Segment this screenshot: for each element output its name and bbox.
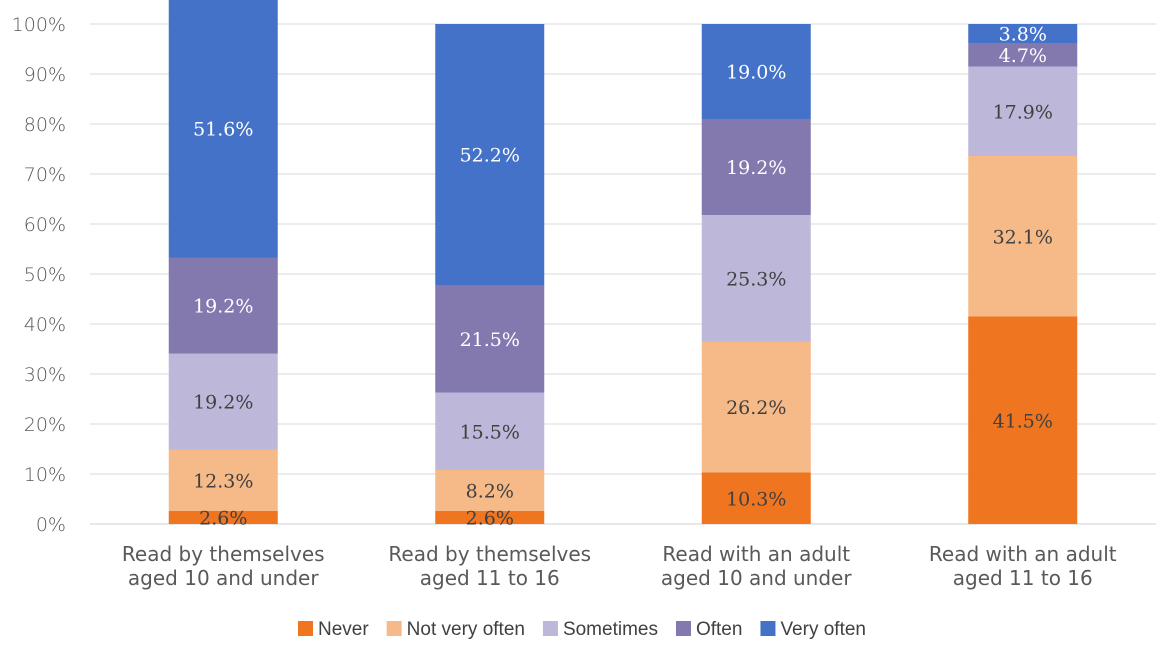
data-label: 12.3%	[193, 470, 253, 492]
x-axis: Read by themselves aged 10 and under Read …	[122, 542, 1117, 590]
data-label: 3.8%	[999, 24, 1047, 46]
bar-segment-often	[435, 285, 545, 393]
x-tick-label: Read by themselves aged 10 and under	[122, 542, 325, 590]
data-label: 2.6%	[466, 508, 514, 530]
data-label: 19.2%	[726, 157, 786, 179]
legend-label: Often	[696, 619, 742, 640]
data-label: 19.2%	[193, 296, 253, 318]
data-label: 19.0%	[726, 62, 786, 84]
legend-label: Sometimes	[563, 619, 658, 640]
legend-swatch	[297, 621, 313, 636]
x-tick-label: Read with an adult aged 10 and under	[661, 542, 852, 590]
y-tick-label: 90%	[24, 64, 66, 86]
x-tick-label: Read with an adult aged 11 to 16	[929, 542, 1117, 590]
data-label: 52.2%	[460, 145, 520, 167]
y-tick-label: 80%	[24, 114, 66, 136]
data-label: 25.3%	[726, 268, 786, 290]
data-label: 41.5%	[993, 410, 1053, 432]
data-label: 26.2%	[726, 397, 786, 419]
y-tick-label: 70%	[24, 164, 66, 186]
y-tick-label: 60%	[24, 214, 66, 236]
bar-segment-never	[701, 472, 811, 524]
y-tick-label: 20%	[24, 414, 66, 436]
data-label: 15.5%	[460, 421, 520, 443]
bar-segment-never	[168, 511, 278, 524]
bar-segment-not-very-often	[168, 449, 278, 511]
bar-segment-very-often	[968, 24, 1078, 43]
bar-segment-very-often	[168, 0, 278, 258]
bar-segment-sometimes	[701, 215, 811, 342]
bar-segment-very-often	[435, 24, 545, 285]
data-label: 10.3%	[726, 488, 786, 510]
bar-segment-not-very-often	[701, 341, 811, 473]
bar-segment-not-very-often	[435, 470, 545, 511]
legend: Never Not very often Sometimes Often Very of…	[297, 619, 866, 640]
bar-segment-not-very-often	[968, 156, 1078, 317]
bar-segment-never	[968, 316, 1078, 524]
legend-swatch	[675, 621, 691, 636]
legend-swatch	[542, 621, 558, 636]
y-tick-label: 30%	[24, 364, 66, 386]
bar-segment-sometimes	[968, 66, 1078, 156]
data-label: 19.2%	[193, 392, 253, 414]
data-labels: 2.6% 12.3% 19.2% 19.2% 51.6% 2.6% 8.2% 15.5% 21.…	[193, 24, 1053, 530]
bar-segment-very-often	[701, 24, 811, 119]
legend-swatch	[760, 621, 776, 636]
data-label: 32.1%	[993, 226, 1053, 248]
data-label: 8.2%	[466, 481, 514, 503]
bar-segment-sometimes	[435, 392, 545, 470]
bar-segment-sometimes	[168, 353, 278, 450]
legend-label: Very often	[780, 619, 866, 640]
bar-segment-often	[168, 257, 278, 354]
data-label: 4.7%	[999, 45, 1047, 67]
legend-label: Never	[318, 619, 369, 640]
data-label: 51.6%	[193, 119, 253, 141]
y-axis: 0% 10% 20% 30% 40% 50% 60% 70% 80% 90% 100%	[12, 14, 66, 536]
legend-swatch	[386, 621, 402, 636]
data-label: 17.9%	[993, 101, 1053, 123]
data-label: 2.6%	[199, 508, 247, 530]
y-tick-label: 10%	[24, 464, 66, 486]
y-tick-label: 40%	[24, 314, 66, 336]
bar-segment-often	[968, 43, 1078, 67]
legend-label: Not very often	[407, 619, 525, 640]
y-tick-label: 100%	[12, 14, 66, 36]
bar-segment-never	[435, 511, 545, 524]
y-tick-label: 50%	[24, 264, 66, 286]
y-tick-label: 0%	[36, 514, 66, 536]
bars	[168, 0, 1078, 524]
data-label: 21.5%	[460, 329, 520, 351]
x-tick-label: Read by themselves aged 11 to 16	[388, 542, 591, 590]
bar-segment-often	[701, 119, 811, 215]
